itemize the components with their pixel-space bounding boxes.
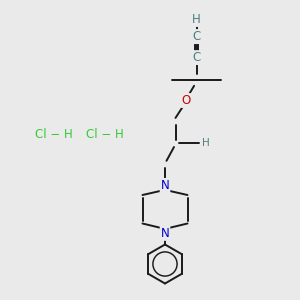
Text: N: N xyxy=(160,179,169,192)
Text: H: H xyxy=(202,138,209,148)
Text: Cl − H: Cl − H xyxy=(86,128,124,142)
Text: N: N xyxy=(160,227,169,240)
Text: H: H xyxy=(192,13,201,26)
Text: O: O xyxy=(182,94,190,107)
Text: C: C xyxy=(192,51,201,64)
Text: Cl − H: Cl − H xyxy=(35,128,73,142)
Text: C: C xyxy=(192,30,201,43)
